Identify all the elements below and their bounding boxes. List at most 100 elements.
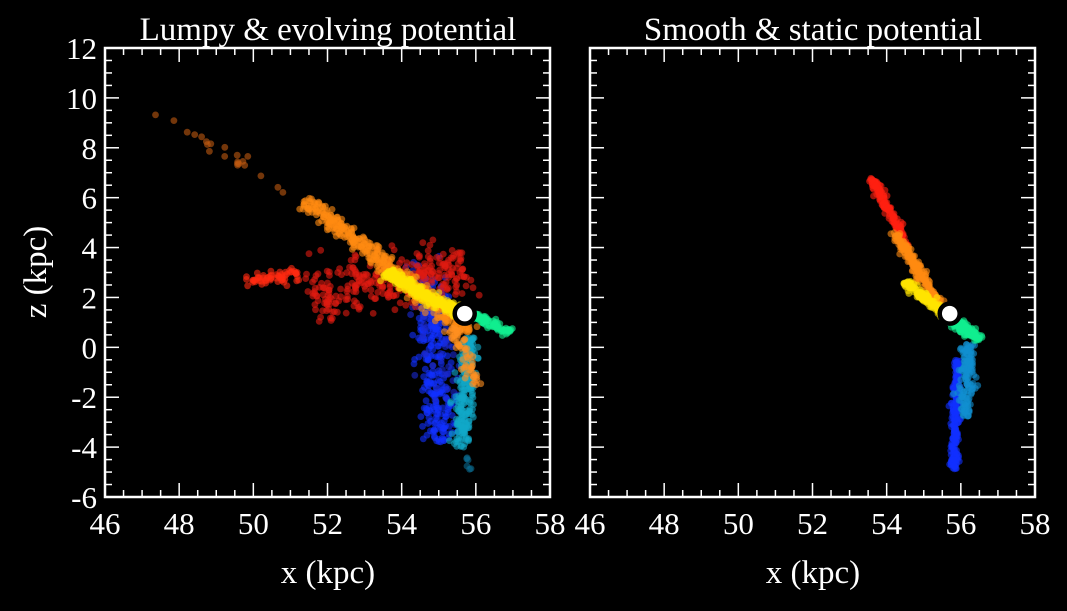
particle-point	[469, 284, 477, 292]
panel-title: Lumpy & evolving potential	[140, 12, 517, 48]
particle-point	[444, 319, 452, 326]
particle-point	[950, 390, 957, 398]
particle-point	[388, 253, 396, 261]
particle-point	[402, 301, 410, 309]
x-tick-label: 54	[871, 506, 903, 541]
particle-point	[418, 305, 425, 312]
particle-point	[419, 435, 427, 443]
particle-point	[432, 292, 440, 299]
particle-point	[451, 369, 459, 376]
particle-point	[374, 267, 382, 275]
particle-point	[972, 334, 980, 341]
particle-point	[953, 450, 961, 458]
particle-point	[326, 268, 333, 276]
panel-lumpy: Lumpy & evolving potential x (kpc) z (kp…	[18, 12, 566, 591]
particle-point	[292, 269, 300, 277]
y-tick-label: -6	[71, 480, 97, 515]
particle-point	[358, 279, 365, 286]
particle-point	[388, 242, 396, 250]
particle-point	[333, 308, 341, 316]
particle-point	[411, 371, 419, 379]
particle-point	[303, 270, 310, 278]
particle-point	[419, 239, 427, 247]
particle-point	[452, 283, 460, 291]
particle-point	[221, 143, 229, 151]
particle-point	[460, 395, 467, 403]
particle-point	[429, 428, 437, 436]
particle-point	[884, 204, 892, 212]
particle-point	[459, 337, 467, 345]
particle-point	[954, 359, 962, 366]
particle-point	[896, 239, 904, 247]
stream-orange-tail	[152, 111, 287, 196]
particle-point	[458, 415, 466, 423]
particle-point	[473, 374, 480, 381]
panel-title: Smooth & static potential	[644, 12, 982, 48]
particle-point	[968, 324, 976, 332]
particle-point	[453, 405, 460, 413]
particle-point	[949, 444, 956, 452]
particle-point	[420, 332, 427, 339]
particle-point	[469, 340, 477, 348]
particle-point	[308, 195, 315, 203]
particle-point	[241, 161, 249, 169]
particle-point	[481, 317, 489, 324]
particle-point	[950, 456, 958, 463]
particle-point	[386, 283, 394, 291]
y-tick-label: 2	[82, 280, 98, 315]
particle-point	[965, 395, 973, 402]
particle-point	[909, 262, 916, 269]
particle-point	[453, 397, 461, 405]
particle-point	[429, 362, 436, 369]
particle-point	[317, 246, 325, 254]
particle-point	[368, 243, 375, 251]
particle-point	[961, 409, 968, 416]
particle-point	[436, 266, 443, 274]
particle-point	[414, 262, 421, 269]
particle-point	[453, 443, 461, 450]
particle-point	[420, 404, 428, 412]
particle-point	[424, 420, 432, 427]
x-tick-label: 54	[386, 506, 418, 541]
particle-point	[407, 311, 414, 318]
particle-point	[914, 289, 922, 297]
particle-point	[384, 289, 392, 297]
particle-point	[280, 278, 288, 286]
particle-point	[315, 219, 322, 227]
particle-point	[911, 283, 918, 291]
particle-point	[427, 408, 434, 415]
particle-point	[386, 270, 394, 278]
y-tick-label: 6	[82, 181, 98, 216]
particle-point	[950, 428, 958, 436]
particle-point	[442, 343, 449, 350]
particle-point	[351, 256, 359, 264]
particle-point	[447, 398, 455, 405]
particle-point	[328, 314, 336, 322]
particle-point	[870, 192, 877, 200]
particle-point	[446, 437, 453, 445]
particle-point	[311, 301, 319, 308]
particle-point	[464, 456, 472, 464]
particle-point	[312, 272, 320, 280]
particle-point	[221, 153, 229, 160]
x-tick-label: 52	[797, 506, 828, 541]
particle-point	[440, 437, 448, 444]
particle-point	[395, 276, 402, 284]
particle-point	[337, 220, 345, 228]
particle-point	[454, 341, 462, 348]
particle-point	[484, 324, 491, 332]
particle-point	[379, 290, 387, 297]
y-tick-label: 4	[82, 231, 98, 266]
particle-point	[426, 241, 434, 249]
particle-point	[474, 343, 482, 351]
particle-point	[429, 236, 437, 244]
particle-point	[279, 189, 287, 196]
particle-point	[319, 291, 327, 299]
y-tick-label: 0	[82, 330, 98, 365]
particle-point	[422, 397, 430, 405]
particle-point	[415, 253, 423, 261]
particle-point	[356, 303, 364, 311]
particle-point	[431, 396, 439, 404]
particle-point	[244, 153, 252, 160]
particle-point	[465, 399, 473, 406]
